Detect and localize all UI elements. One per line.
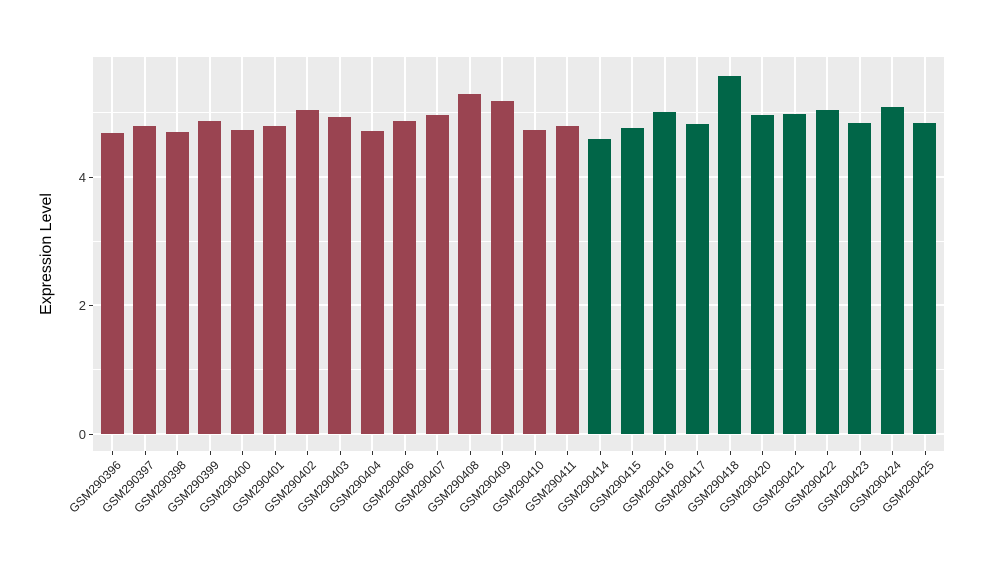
gridline-horizontal-major [93, 432, 944, 435]
y-tick-label: 0 [78, 426, 86, 442]
x-tick-mark [794, 451, 796, 455]
bar-GSM290418 [718, 75, 742, 434]
x-tick-mark [242, 451, 244, 455]
plot-panel [93, 57, 944, 451]
x-tick-mark [762, 451, 764, 455]
bar-GSM290424 [880, 107, 904, 434]
x-tick-mark [534, 451, 536, 455]
x-tick-mark [177, 451, 179, 455]
bar-GSM290402 [295, 110, 319, 434]
bar-GSM290400 [230, 130, 254, 434]
bar-GSM290404 [360, 130, 384, 434]
gridline-horizontal-minor [93, 369, 944, 371]
bar-GSM290396 [100, 133, 124, 434]
x-tick-mark [664, 451, 666, 455]
x-tick-mark [892, 451, 894, 455]
x-tick-mark [567, 451, 569, 455]
bar-GSM290410 [523, 129, 547, 434]
bar-GSM290415 [620, 127, 644, 434]
x-tick-mark [859, 451, 861, 455]
bar-GSM290407 [425, 115, 449, 434]
gridline-horizontal-major [93, 175, 944, 178]
x-tick-mark [502, 451, 504, 455]
y-tick-mark [89, 433, 93, 435]
bar-GSM290403 [328, 116, 352, 434]
bar-GSM290414 [588, 139, 612, 434]
y-tick-label: 4 [78, 169, 86, 185]
bar-GSM290417 [685, 123, 709, 434]
bar-GSM290423 [848, 122, 872, 434]
x-tick-mark [372, 451, 374, 455]
x-tick-mark [112, 451, 114, 455]
x-tick-mark [404, 451, 406, 455]
x-tick-mark [924, 451, 926, 455]
x-tick-mark [599, 451, 601, 455]
bar-GSM290416 [653, 111, 677, 434]
x-tick-mark [339, 451, 341, 455]
bar-GSM290408 [458, 94, 482, 434]
bar-GSM290411 [555, 125, 579, 434]
x-tick-mark [209, 451, 211, 455]
bar-GSM290406 [393, 121, 417, 434]
y-tick-mark [89, 176, 93, 178]
bar-GSM290397 [133, 126, 157, 434]
x-tick-mark [274, 451, 276, 455]
x-tick-mark [307, 451, 309, 455]
x-tick-mark [827, 451, 829, 455]
x-tick-mark [144, 451, 146, 455]
bar-GSM290398 [165, 132, 189, 434]
bar-GSM290425 [913, 123, 936, 434]
bar-GSM290421 [783, 113, 807, 434]
bar-GSM290399 [198, 121, 222, 434]
x-tick-mark [632, 451, 634, 455]
gridline-horizontal-minor [93, 240, 944, 242]
x-tick-mark [469, 451, 471, 455]
bar-GSM290401 [263, 126, 287, 434]
y-tick-mark [89, 305, 93, 307]
bar-GSM290420 [750, 115, 774, 434]
x-tick-mark [697, 451, 699, 455]
gridline-horizontal-minor [93, 112, 944, 114]
x-tick-mark [437, 451, 439, 455]
gridline-horizontal-major [93, 304, 944, 307]
bar-GSM290409 [490, 101, 514, 434]
x-tick-mark [729, 451, 731, 455]
bar-GSM290422 [815, 109, 839, 434]
y-axis-title-text: Expression Level [38, 193, 55, 315]
y-tick-label: 2 [78, 298, 86, 314]
